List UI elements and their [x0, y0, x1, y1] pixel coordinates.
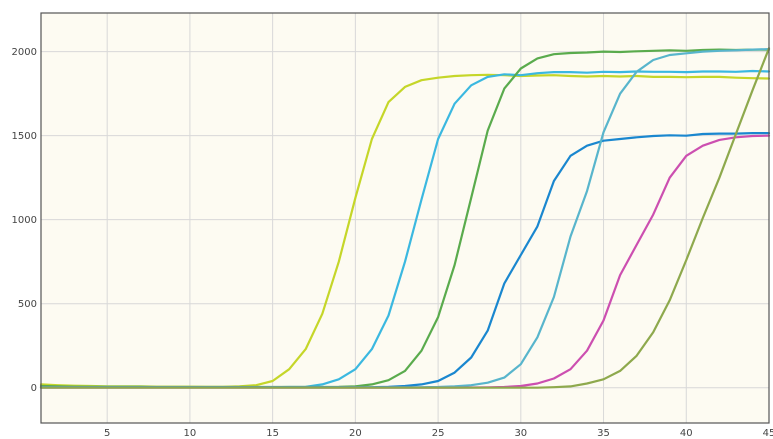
x-tick-label: 45 [763, 428, 773, 439]
x-axis-tick-labels: 5 10 15 20 25 30 35 40 45 [104, 428, 773, 439]
x-tick-label: 40 [680, 428, 693, 439]
series-line-7 [39, 47, 771, 389]
x-tick-label: 35 [597, 428, 610, 439]
x-tick-label: 5 [104, 428, 110, 439]
x-tick-label: 25 [432, 428, 445, 439]
y-tick-label: 2000 [12, 47, 37, 58]
x-tick-label: 20 [349, 428, 362, 439]
series-lines [39, 47, 771, 389]
y-axis-tick-labels: 0 500 1000 1500 2000 [12, 47, 37, 394]
y-tick-label: 1000 [12, 215, 37, 226]
x-tick-label: 10 [184, 428, 197, 439]
y-tick-label: 500 [18, 299, 37, 310]
y-tick-label: 1500 [12, 131, 37, 142]
x-tick-label: 15 [266, 428, 279, 439]
y-tick-label: 0 [31, 383, 37, 394]
plot-area [41, 13, 769, 423]
x-tick-label: 30 [514, 428, 527, 439]
plot-frame [40, 12, 770, 424]
